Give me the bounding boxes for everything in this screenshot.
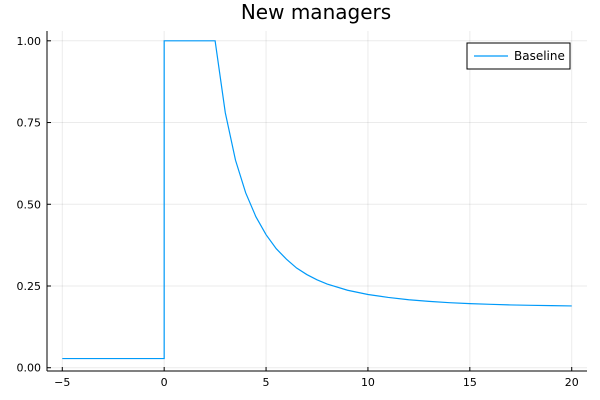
chart-title: New managers xyxy=(241,0,391,24)
legend: Baseline xyxy=(466,42,571,70)
series-line-baseline xyxy=(62,40,572,360)
y-tick-label: 1.00 xyxy=(17,35,42,48)
x-tick-label: 5 xyxy=(263,376,270,389)
x-tick-label: −5 xyxy=(54,376,70,389)
y-tick-label: 0.75 xyxy=(17,117,42,130)
series-layer xyxy=(62,40,572,360)
x-tick-label: 0 xyxy=(161,376,168,389)
y-tick-label: 0.00 xyxy=(17,362,42,375)
x-tick-label: 20 xyxy=(565,376,579,389)
legend-label-baseline: Baseline xyxy=(514,49,565,63)
y-tick-label: 0.25 xyxy=(17,280,42,293)
y-tick-label: 0.50 xyxy=(17,198,42,211)
grid xyxy=(47,31,587,371)
x-tick-label: 10 xyxy=(361,376,375,389)
x-tick-label: 15 xyxy=(463,376,477,389)
axes: −5 0 5 10 15 20 0.00 0.25 0.50 0.75 1.00 xyxy=(17,31,587,389)
